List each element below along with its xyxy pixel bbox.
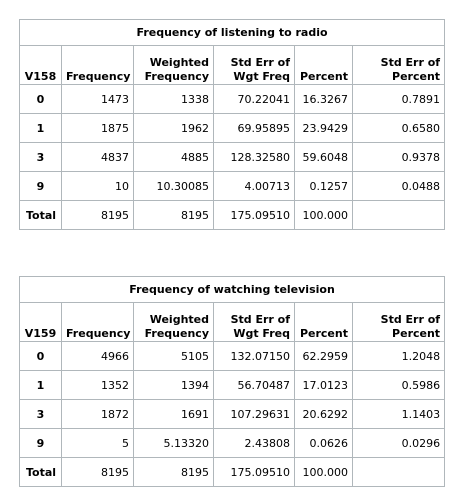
- cell-frequency: 1473: [61, 84, 134, 114]
- cell-stderr-wgt-freq: 56.70487: [213, 370, 295, 400]
- column-header-variable: V159: [19, 302, 62, 342]
- cell-percent: 17.0123: [294, 370, 353, 400]
- cell-weighted-frequency: 5.13320: [133, 428, 214, 458]
- cell-stderr-percent: [351, 457, 446, 487]
- column-header-percent: Percent: [294, 45, 353, 85]
- cell-frequency: 1352: [61, 370, 134, 400]
- cell-frequency: 10: [61, 171, 134, 201]
- cell-weighted-frequency: 8195: [133, 457, 214, 487]
- cell-percent: 16.3267: [294, 84, 353, 114]
- cell-percent: 20.6292: [294, 399, 353, 429]
- cell-stderr-wgt-freq: 175.09510: [213, 457, 295, 487]
- header-line: Frequency: [144, 70, 209, 83]
- cell-weighted-frequency: 1962: [133, 113, 214, 143]
- cell-frequency: 8195: [61, 200, 134, 230]
- cell-stderr-wgt-freq: 107.29631: [213, 399, 295, 429]
- total-label: Total: [19, 457, 62, 487]
- cell-frequency: 8195: [61, 457, 134, 487]
- row-value: 0: [19, 84, 62, 114]
- header-line: Wgt Freq: [233, 327, 290, 340]
- total-label: Total: [19, 200, 62, 230]
- header-line: Percent: [392, 327, 441, 340]
- row-value: 1: [19, 370, 62, 400]
- header-line: Frequency: [144, 327, 209, 340]
- cell-weighted-frequency: 10.30085: [133, 171, 214, 201]
- cell-stderr-wgt-freq: 128.32580: [213, 142, 295, 172]
- header-line: Std Err of: [380, 56, 441, 69]
- column-header-percent: Percent: [294, 302, 353, 342]
- column-header-stderr-percent: Std Err of Percent: [351, 302, 446, 342]
- cell-weighted-frequency: 5105: [133, 341, 214, 371]
- cell-stderr-percent: 0.7891: [351, 84, 446, 114]
- column-header-stderr-wgt-freq: Std Err of Wgt Freq: [213, 45, 295, 85]
- cell-frequency: 4966: [61, 341, 134, 371]
- cell-stderr-percent: 0.0488: [351, 171, 446, 201]
- cell-stderr-percent: 0.5986: [351, 370, 446, 400]
- frequency-table-radio: Frequency of listening to radio V158 Fre…: [18, 19, 446, 230]
- header-line: Percent: [392, 70, 441, 83]
- table-row: 9 10 10.30085 4.00713 0.1257 0.0488: [19, 171, 446, 201]
- cell-frequency: 1872: [61, 399, 134, 429]
- cell-stderr-wgt-freq: 70.22041: [213, 84, 295, 114]
- cell-stderr-percent: 0.0296: [351, 428, 446, 458]
- header-line: Wgt Freq: [233, 70, 290, 83]
- cell-weighted-frequency: 8195: [133, 200, 214, 230]
- header-line: Weighted: [149, 56, 209, 69]
- column-header-weighted-frequency: Weighted Frequency: [133, 45, 214, 85]
- column-header-stderr-wgt-freq: Std Err of Wgt Freq: [213, 302, 295, 342]
- cell-percent: 0.0626: [294, 428, 353, 458]
- cell-weighted-frequency: 1691: [133, 399, 214, 429]
- cell-stderr-percent: 0.6580: [351, 113, 446, 143]
- cell-frequency: 4837: [61, 142, 134, 172]
- table-title: Frequency of listening to radio: [18, 19, 446, 46]
- cell-stderr-percent: 0.9378: [351, 142, 446, 172]
- cell-percent: 100.000: [294, 200, 353, 230]
- cell-frequency: 1875: [61, 113, 134, 143]
- row-value: 3: [19, 399, 62, 429]
- table-title: Frequency of watching television: [18, 276, 446, 303]
- row-value: 0: [19, 341, 62, 371]
- cell-stderr-percent: [351, 200, 446, 230]
- cell-stderr-wgt-freq: 4.00713: [213, 171, 295, 201]
- cell-weighted-frequency: 1338: [133, 84, 214, 114]
- column-header-frequency: Frequency: [61, 45, 134, 85]
- table-row: 0 1473 1338 70.22041 16.3267 0.7891: [19, 84, 446, 114]
- column-header-weighted-frequency: Weighted Frequency: [133, 302, 214, 342]
- cell-stderr-percent: 1.2048: [351, 341, 446, 371]
- cell-stderr-wgt-freq: 175.09510: [213, 200, 295, 230]
- header-line: Weighted: [149, 313, 209, 326]
- table-row: 3 1872 1691 107.29631 20.6292 1.1403: [19, 399, 446, 429]
- cell-frequency: 5: [61, 428, 134, 458]
- cell-weighted-frequency: 4885: [133, 142, 214, 172]
- frequency-table-television: Frequency of watching television V159 Fr…: [18, 276, 446, 487]
- table-row: 1 1875 1962 69.95895 23.9429 0.6580: [19, 113, 446, 143]
- cell-percent: 59.6048: [294, 142, 353, 172]
- cell-stderr-percent: 1.1403: [351, 399, 446, 429]
- row-value: 9: [19, 428, 62, 458]
- cell-percent: 100.000: [294, 457, 353, 487]
- table-row: 9 5 5.13320 2.43808 0.0626 0.0296: [19, 428, 446, 458]
- header-line: Std Err of: [380, 313, 441, 326]
- column-header-frequency: Frequency: [61, 302, 134, 342]
- column-header-stderr-percent: Std Err of Percent: [351, 45, 446, 85]
- cell-stderr-wgt-freq: 2.43808: [213, 428, 295, 458]
- cell-stderr-wgt-freq: 132.07150: [213, 341, 295, 371]
- table-row: 0 4966 5105 132.07150 62.2959 1.2048: [19, 341, 446, 371]
- header-line: Std Err of: [230, 56, 290, 69]
- cell-stderr-wgt-freq: 69.95895: [213, 113, 295, 143]
- row-value: 9: [19, 171, 62, 201]
- total-row: Total 8195 8195 175.09510 100.000: [19, 457, 446, 487]
- cell-percent: 62.2959: [294, 341, 353, 371]
- cell-percent: 23.9429: [294, 113, 353, 143]
- total-row: Total 8195 8195 175.09510 100.000: [19, 200, 446, 230]
- row-value: 3: [19, 142, 62, 172]
- table-row: 1 1352 1394 56.70487 17.0123 0.5986: [19, 370, 446, 400]
- cell-percent: 0.1257: [294, 171, 353, 201]
- row-value: 1: [19, 113, 62, 143]
- table-row: 3 4837 4885 128.32580 59.6048 0.9378: [19, 142, 446, 172]
- column-header-variable: V158: [19, 45, 62, 85]
- cell-weighted-frequency: 1394: [133, 370, 214, 400]
- header-line: Std Err of: [230, 313, 290, 326]
